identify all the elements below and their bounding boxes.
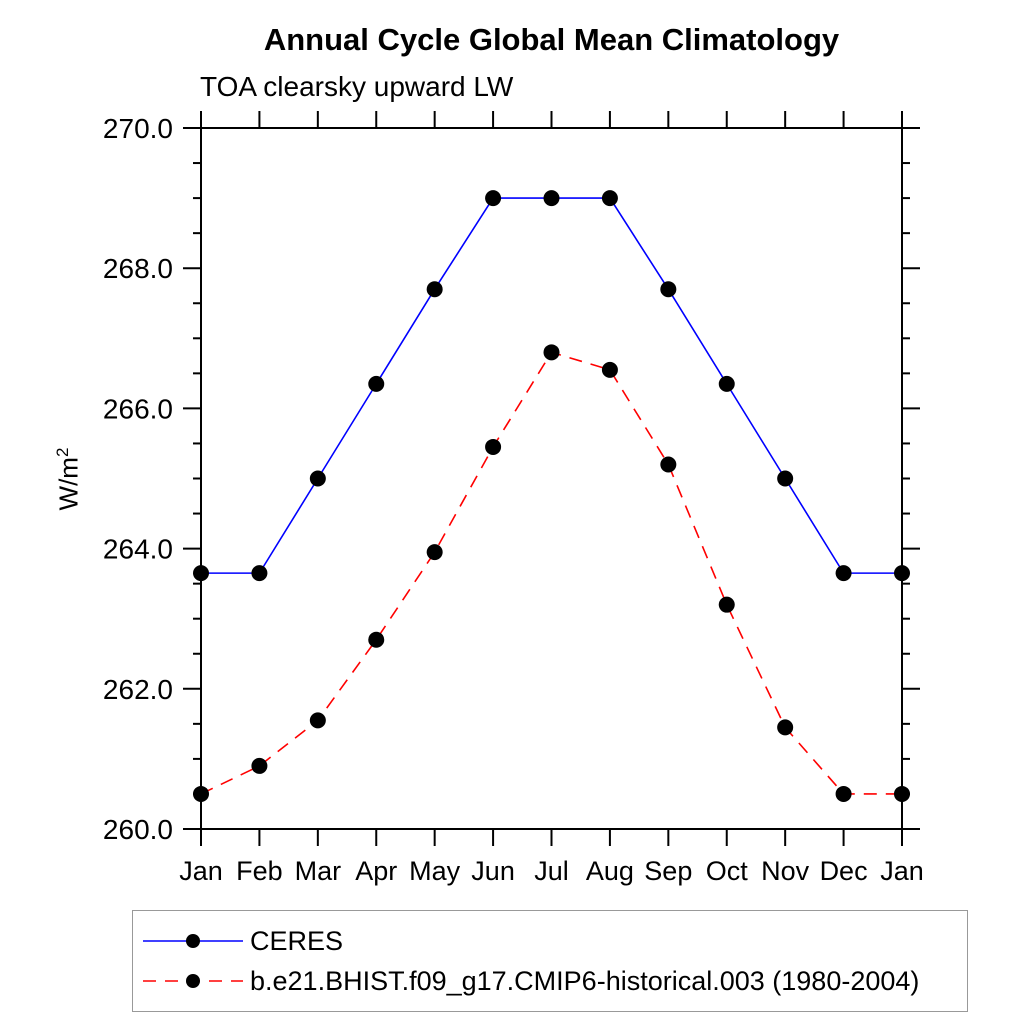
data-point-marker-s1 — [777, 719, 794, 736]
chart-title: Annual Cycle Global Mean Climatology — [263, 22, 840, 57]
x-tick-label: Jul — [534, 856, 569, 886]
y-tick-label: 262.0 — [103, 674, 173, 705]
legend-line-sample — [143, 934, 243, 948]
legend-item-1: b.e21.BHIST.f09_g17.CMIP6-historical.003… — [133, 961, 967, 1001]
x-tick-label: Aug — [586, 856, 634, 886]
data-point-marker-s1 — [543, 344, 560, 361]
x-tick-label: Oct — [706, 856, 749, 886]
data-point-marker-s0 — [660, 281, 677, 298]
data-point-marker-s1 — [718, 596, 735, 613]
data-point-marker-s0 — [485, 190, 502, 207]
x-tick-label: Jan — [880, 856, 924, 886]
data-point-marker-s1 — [309, 712, 326, 729]
data-point-marker-s0 — [894, 565, 910, 582]
x-tick-label: Sep — [644, 856, 692, 886]
y-tick-label: 270.0 — [103, 113, 173, 144]
data-point-marker-s0 — [251, 565, 268, 582]
legend: CERES b.e21.BHIST.f09_g17.CMIP6-historica… — [132, 910, 968, 1012]
data-point-marker-s0 — [601, 190, 618, 207]
chart-subtitle: TOA clearsky upward LW — [200, 71, 514, 102]
data-point-marker-s0 — [309, 470, 326, 487]
y-tick-label: 266.0 — [103, 393, 173, 424]
legend-item-0: CERES — [133, 921, 967, 961]
x-tick-label: Feb — [236, 856, 283, 886]
x-tick-label: Jan — [179, 856, 223, 886]
data-point-marker-s0 — [426, 281, 443, 298]
data-point-marker-s0 — [718, 375, 735, 392]
y-tick-label: 268.0 — [103, 253, 173, 284]
x-tick-label: Dec — [820, 856, 868, 886]
x-tick-label: Nov — [761, 856, 810, 886]
data-point-marker-s0 — [193, 565, 209, 582]
legend-marker-dot — [186, 974, 200, 988]
x-tick-label: Mar — [295, 856, 342, 886]
data-point-marker-s0 — [777, 470, 794, 487]
data-point-marker-s0 — [835, 565, 852, 582]
x-tick-label: Apr — [355, 856, 397, 886]
y-tick-label: 260.0 — [103, 814, 173, 845]
series-line-0 — [201, 197, 902, 574]
y-tick-label: 264.0 — [103, 534, 173, 565]
legend-line-sample — [143, 974, 243, 988]
data-point-marker-s1 — [894, 785, 910, 802]
data-point-marker-s1 — [193, 785, 209, 802]
legend-marker-dot — [186, 934, 200, 948]
data-point-marker-s1 — [426, 544, 443, 561]
data-point-marker-s1 — [601, 361, 618, 378]
legend-label: b.e21.BHIST.f09_g17.CMIP6-historical.003… — [250, 965, 920, 996]
data-point-marker-s1 — [368, 631, 385, 648]
data-point-marker-s1 — [835, 785, 852, 802]
data-point-marker-s0 — [368, 375, 385, 392]
data-point-marker-s1 — [251, 757, 268, 774]
data-point-marker-s1 — [660, 456, 677, 473]
series-line-1 — [200, 351, 902, 795]
data-point-marker-s0 — [543, 190, 560, 207]
x-tick-label: Jun — [471, 856, 515, 886]
data-point-marker-s1 — [485, 438, 502, 455]
x-tick-label: May — [409, 856, 461, 886]
legend-label: CERES — [250, 925, 344, 956]
